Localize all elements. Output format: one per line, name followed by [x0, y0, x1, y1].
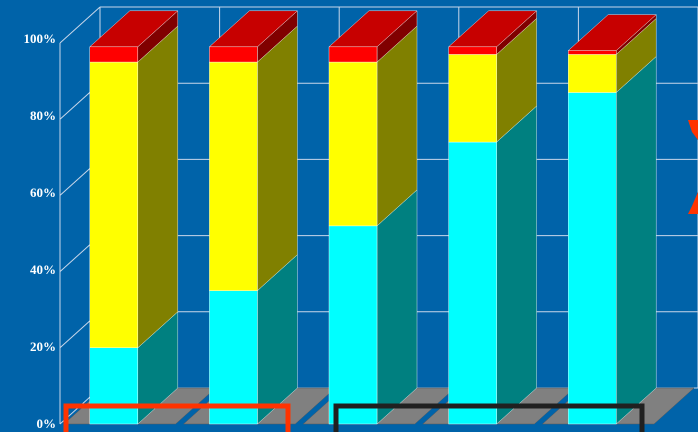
arrow-up-icon	[688, 192, 698, 214]
bar-segment	[448, 46, 497, 55]
highlight-box-left	[63, 403, 291, 432]
bar-segment	[209, 46, 258, 63]
highlight-boxes	[63, 403, 645, 432]
bar-segment	[448, 54, 497, 143]
bar-top	[567, 14, 657, 51]
bar-top	[89, 10, 179, 48]
side-arrows	[688, 120, 698, 214]
bar-segment	[568, 92, 617, 425]
bar-segment	[448, 141, 497, 425]
bar-segment-side	[616, 56, 657, 425]
y-axis-tick-labels: 0% 20% 40% 60% 80% 100%	[24, 31, 57, 431]
bar-segment	[89, 46, 139, 63]
gridline-side	[59, 6, 101, 44]
bar-segment	[328, 225, 378, 425]
bar-top	[328, 10, 418, 48]
bar-segment-side	[496, 105, 537, 425]
bar-segment	[89, 61, 139, 348]
plot-area	[59, 6, 698, 425]
bar-segment	[209, 61, 258, 291]
bar-segment	[568, 54, 617, 93]
y-tick-label: 60%	[30, 185, 56, 200]
bar-segment	[89, 347, 139, 425]
bar-segment-side	[257, 25, 298, 292]
bar-segment-side	[137, 25, 179, 349]
bar-top	[208, 10, 298, 48]
highlight-box-right	[333, 403, 645, 432]
y-tick-label: 40%	[30, 262, 56, 277]
arrow-down-icon	[688, 120, 698, 140]
bar-segment-side	[376, 189, 418, 425]
bar-segment	[568, 50, 617, 55]
bar-segment	[209, 290, 258, 425]
y-tick-label: 0%	[37, 416, 57, 431]
bar-top	[448, 10, 538, 48]
y-tick-label: 20%	[30, 339, 56, 354]
y-tick-label: 80%	[30, 108, 56, 123]
bar-segment	[328, 46, 378, 63]
y-tick-label: 100%	[24, 31, 57, 46]
bar-segment	[328, 61, 378, 227]
